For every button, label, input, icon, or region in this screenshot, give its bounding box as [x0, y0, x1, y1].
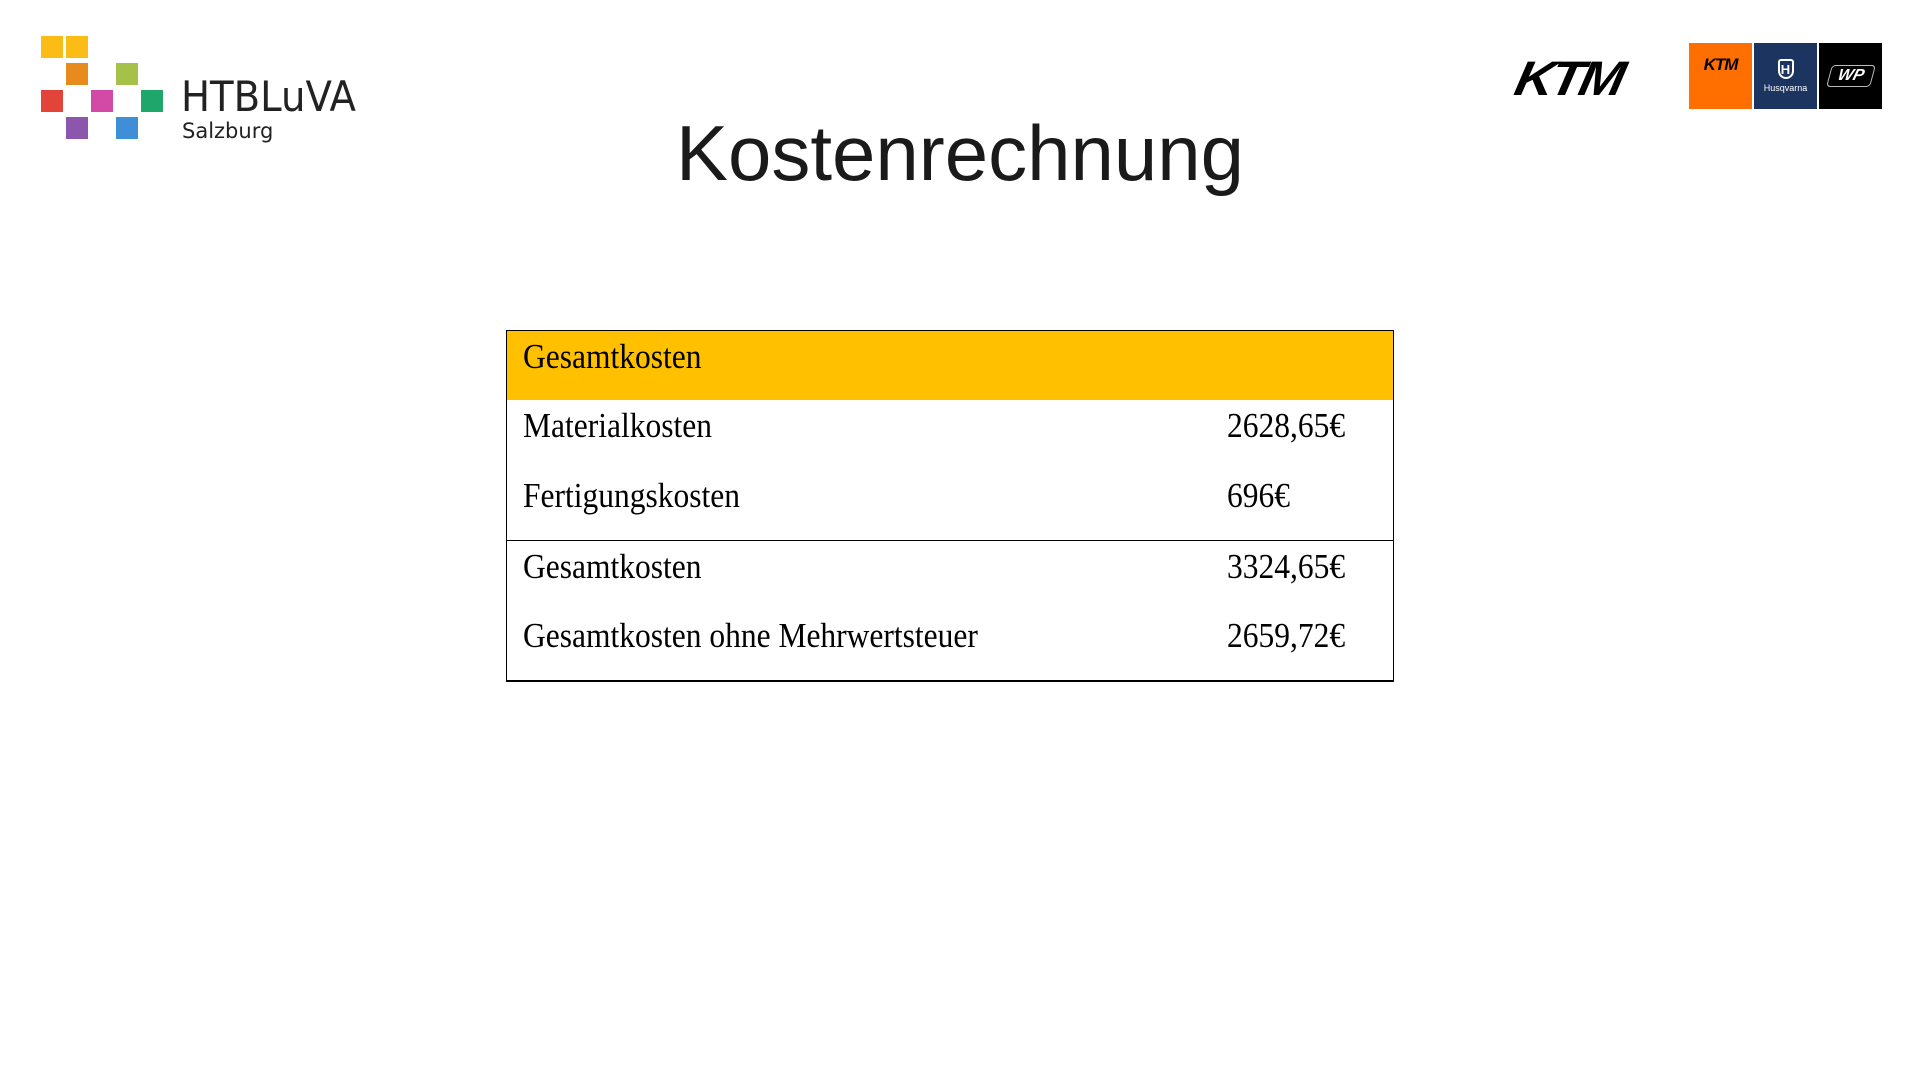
row-value: 2628,65€: [1227, 406, 1346, 445]
row-label: Materialkosten: [523, 406, 712, 445]
table-row: Gesamtkosten ohne Mehrwertsteuer 2659,72…: [507, 610, 1393, 680]
table-row: Gesamtkosten 3324,65€: [507, 540, 1393, 610]
logo-square: [41, 90, 63, 112]
logo-square: [91, 90, 113, 112]
logo-square: [116, 63, 138, 85]
wp-box-label: WP: [1825, 65, 1876, 87]
ktm-brand-box: KTM: [1689, 43, 1752, 109]
ktm-logo: KTM: [1510, 52, 1627, 106]
row-label: Gesamtkosten ohne Mehrwertsteuer: [523, 616, 978, 655]
cost-table: Gesamtkosten Materialkosten 2628,65€ Fer…: [506, 330, 1394, 682]
husqvarna-brand-box: H Husqvarna: [1754, 43, 1817, 109]
table-header: Gesamtkosten: [523, 337, 702, 376]
logo-square: [116, 117, 138, 139]
logo-square: [66, 117, 88, 139]
row-value: 696€: [1227, 476, 1290, 515]
school-location: Salzburg: [182, 119, 274, 143]
table-row: Materialkosten 2628,65€: [507, 400, 1393, 470]
row-label: Gesamtkosten: [523, 547, 702, 586]
logo-square: [41, 36, 63, 58]
husqvarna-box-label: Husqvarna: [1763, 83, 1808, 93]
htbluva-logo: HTBLuVA Salzburg: [0, 0, 400, 160]
row-label: Fertigungskosten: [523, 476, 740, 515]
slide-title: Kostenrechnung: [675, 109, 1245, 197]
husqvarna-shield-icon: H: [1777, 59, 1794, 79]
row-value: 3324,65€: [1227, 547, 1346, 586]
logo-square: [66, 36, 88, 58]
table-header-row: Gesamtkosten: [507, 331, 1393, 400]
school-name: HTBLuVA: [181, 72, 356, 121]
table-row: Fertigungskosten 696€: [507, 470, 1393, 540]
logo-square: [66, 63, 88, 85]
ktm-box-label: KTM: [1703, 55, 1739, 74]
wp-brand-box: WP: [1819, 43, 1882, 109]
logo-square: [141, 90, 163, 112]
row-value: 2659,72€: [1227, 616, 1346, 655]
